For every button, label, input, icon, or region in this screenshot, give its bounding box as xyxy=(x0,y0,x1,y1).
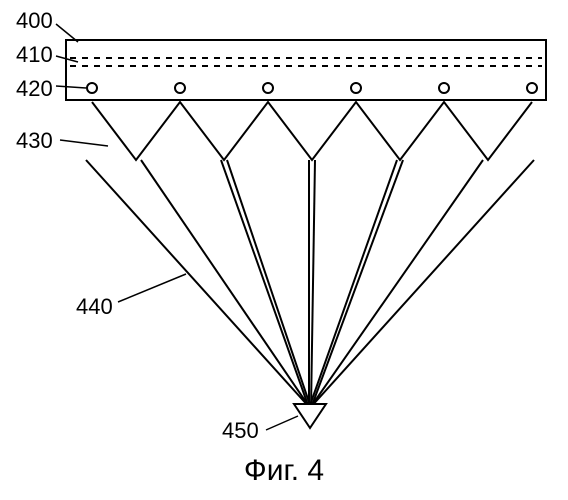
transducer-circle xyxy=(351,83,361,93)
converge-line xyxy=(310,160,483,408)
leader-line xyxy=(118,274,186,302)
converge-line-outer-right xyxy=(310,160,534,408)
transducer-circle xyxy=(439,83,449,93)
converge-line xyxy=(311,160,403,408)
leader-line xyxy=(266,416,298,430)
ref-label: 420 xyxy=(16,76,53,101)
leader-line xyxy=(60,140,108,146)
converge-line xyxy=(227,160,311,408)
ref-label: 430 xyxy=(16,128,53,153)
near-field-zigzag xyxy=(92,102,532,160)
housing-bar xyxy=(66,40,546,100)
figure-caption: Фиг. 4 xyxy=(244,454,324,487)
ref-label: 440 xyxy=(76,294,113,319)
ref-label: 400 xyxy=(16,8,53,33)
ref-label: 410 xyxy=(16,42,53,67)
transducer-circle xyxy=(87,83,97,93)
patent-figure: 400 410 420 430 440 450 Фиг. 4 xyxy=(0,0,568,500)
converge-line-outer-left xyxy=(86,160,310,408)
transducer-circle xyxy=(175,83,185,93)
converge-line xyxy=(311,160,315,408)
converge-line xyxy=(141,160,310,408)
transducer-circle xyxy=(527,83,537,93)
ref-label: 450 xyxy=(222,418,259,443)
focal-point-triangle xyxy=(294,404,326,428)
converge-line xyxy=(309,160,397,408)
converge-line xyxy=(221,160,309,408)
leader-line xyxy=(56,86,86,88)
transducer-circle xyxy=(263,83,273,93)
